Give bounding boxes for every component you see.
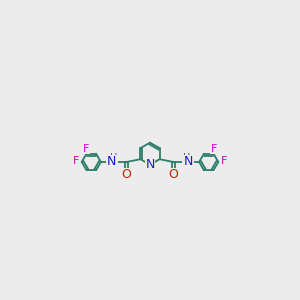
Text: N: N	[145, 158, 155, 171]
Text: N: N	[184, 155, 193, 169]
Text: F: F	[83, 143, 89, 154]
Text: F: F	[211, 143, 217, 154]
Text: O: O	[168, 168, 178, 181]
Text: O: O	[122, 168, 132, 181]
Text: F: F	[73, 156, 79, 166]
Text: N: N	[107, 155, 116, 169]
Text: H: H	[183, 153, 190, 163]
Text: H: H	[110, 153, 117, 163]
Text: F: F	[221, 156, 227, 166]
